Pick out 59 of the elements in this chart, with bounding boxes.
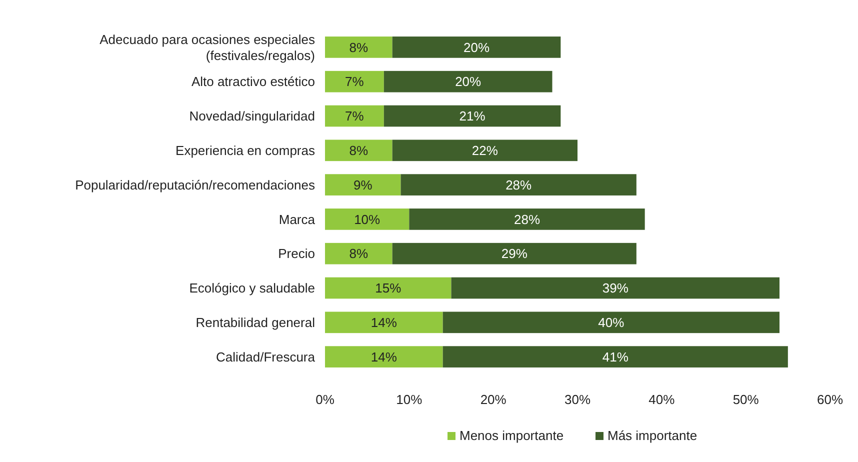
data-label: 8% (349, 246, 368, 262)
bar (409, 208, 645, 230)
data-label: 29% (501, 246, 528, 262)
y-tick-label: Adecuado para ocasiones especiales (festivales/regalos) (100, 32, 316, 63)
bar (325, 174, 401, 196)
y-tick-label: Calidad/Frescura (216, 349, 316, 364)
data-label: 8% (349, 40, 368, 55)
bar (325, 105, 384, 127)
y-tick-label: Novedad/singularidad (189, 108, 315, 124)
y-tick-label: Ecológico y saludable (189, 280, 315, 296)
data-label: 7% (345, 108, 364, 124)
bar (384, 105, 561, 127)
x-tick-label: 50% (732, 392, 760, 407)
data-label: 10% (354, 212, 381, 227)
bar (392, 242, 636, 264)
data-label: 39% (602, 280, 629, 296)
bar (325, 208, 410, 230)
bar (392, 140, 578, 162)
x-tick-label: 0% (316, 392, 335, 407)
y-tick-label: Alto atractivo estético (191, 74, 315, 90)
x-tick-label: 40% (648, 392, 676, 407)
x-tick-label: 10% (396, 392, 423, 407)
bar (325, 312, 443, 334)
data-label: 22% (472, 142, 498, 158)
data-label: 20% (463, 40, 490, 55)
bar (442, 312, 780, 334)
y-tick-label: Rentabilidad general (196, 314, 316, 330)
data-label: 20% (455, 74, 482, 90)
y-tick-label: Popularidad/reputación/recomendaciones (75, 177, 316, 192)
y-tick-label: Experiencia en compras (176, 142, 316, 158)
data-label: 28% (514, 212, 540, 227)
data-label: 15% (375, 280, 402, 296)
y-tick-label: Marca (278, 212, 316, 227)
data-label: 8% (349, 142, 368, 158)
x-tick-label: 30% (564, 392, 591, 407)
bar (442, 346, 788, 368)
bar (325, 36, 392, 58)
data-label: 14% (370, 314, 398, 330)
bar (325, 140, 392, 162)
bar (451, 277, 780, 299)
x-tick-label: 60% (816, 392, 844, 407)
bar (325, 70, 384, 92)
y-tick-label: Precio (278, 246, 315, 262)
data-label: 40% (598, 314, 625, 330)
bar (400, 174, 636, 196)
bar (384, 70, 552, 92)
data-label: 41% (602, 349, 629, 364)
data-label: 7% (345, 74, 364, 90)
legend-label: Más importante (608, 428, 698, 443)
legend-label: Menos importante (460, 428, 564, 443)
data-label: 9% (353, 177, 373, 192)
data-label: 14% (370, 349, 398, 364)
data-label: 28% (506, 177, 532, 192)
bar (325, 242, 392, 264)
bar (325, 346, 443, 368)
bar (325, 277, 452, 299)
data-label: 21% (459, 108, 486, 124)
bar (392, 36, 561, 58)
x-tick-label: 20% (480, 392, 507, 407)
